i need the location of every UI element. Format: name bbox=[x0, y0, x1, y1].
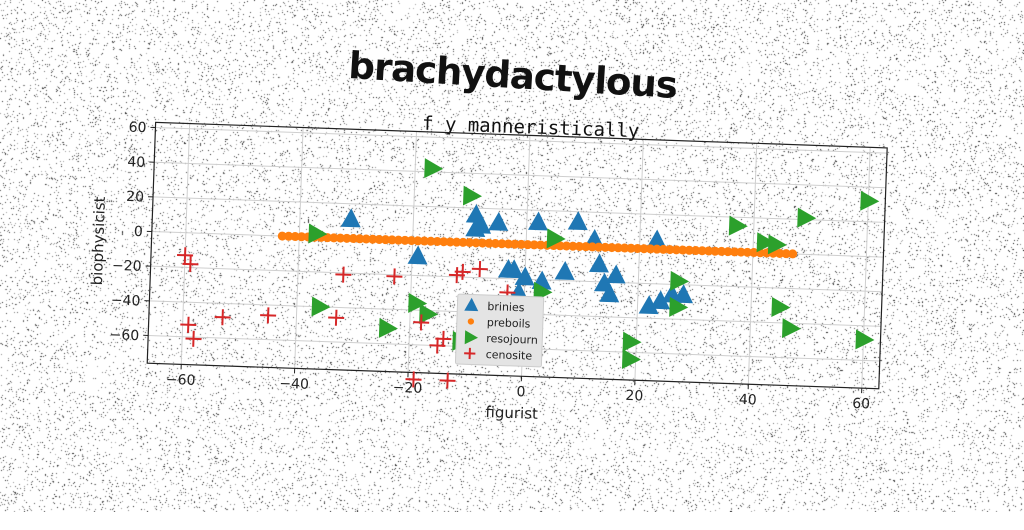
x-tick-label: 20 bbox=[625, 388, 643, 405]
legend-label: cenosite bbox=[486, 348, 533, 363]
x-grid-line bbox=[862, 147, 870, 388]
x-tick-label: −20 bbox=[392, 380, 422, 397]
axis-ticks: −60 −40 −20 0 20 40 60 −60 −40 −20 0 20 40 60 bbox=[108, 119, 879, 412]
data-point bbox=[463, 186, 482, 207]
x-axis-label: figurist bbox=[485, 403, 538, 423]
data-point bbox=[488, 211, 509, 230]
series-preboils bbox=[278, 231, 798, 258]
legend-label: brinies bbox=[487, 300, 525, 314]
data-point bbox=[568, 211, 589, 230]
y-tick-label: 60 bbox=[128, 120, 146, 137]
x-tick-label: 40 bbox=[739, 392, 757, 409]
legend-label: preboils bbox=[487, 316, 531, 331]
plus-v bbox=[394, 268, 395, 284]
data-point bbox=[771, 297, 790, 318]
legend-label: resojourn bbox=[486, 332, 538, 347]
data-point bbox=[589, 253, 610, 272]
y-tick-label: −20 bbox=[112, 258, 142, 275]
plus-v bbox=[480, 261, 481, 277]
plus-v bbox=[462, 264, 463, 280]
y-tick-label: −40 bbox=[111, 292, 141, 309]
x-grid-line bbox=[295, 128, 303, 369]
plus-v bbox=[443, 331, 444, 347]
x-tick-label: −40 bbox=[279, 376, 309, 393]
plus-v bbox=[268, 307, 269, 323]
data-point bbox=[341, 208, 362, 227]
plus-v bbox=[413, 371, 414, 387]
plus-v bbox=[336, 310, 337, 326]
data-point bbox=[729, 216, 748, 237]
plus-v bbox=[343, 267, 344, 283]
plus-v bbox=[222, 309, 223, 325]
data-point bbox=[472, 261, 489, 278]
data-point bbox=[260, 307, 277, 324]
data-point bbox=[214, 309, 231, 326]
data-point bbox=[555, 261, 576, 280]
data-point bbox=[185, 331, 202, 348]
plus-v bbox=[457, 267, 458, 283]
plus-v bbox=[190, 256, 191, 272]
data-point bbox=[797, 208, 816, 229]
data-point bbox=[335, 266, 352, 283]
y-tick-label: 20 bbox=[126, 189, 144, 206]
data-point bbox=[386, 268, 403, 285]
y-tick-label: −60 bbox=[109, 327, 139, 344]
y-grid-line bbox=[153, 197, 885, 223]
plus-v bbox=[193, 331, 194, 347]
plus-v bbox=[447, 373, 448, 389]
x-tick-label: −60 bbox=[166, 372, 196, 389]
plus-v bbox=[421, 314, 422, 330]
y-tick-label: 0 bbox=[134, 224, 143, 240]
data-point bbox=[782, 318, 801, 339]
data-point bbox=[439, 372, 456, 389]
data-point bbox=[623, 332, 642, 353]
data-point bbox=[528, 211, 549, 230]
x-tick-label: 60 bbox=[852, 396, 870, 413]
y-grid-line bbox=[154, 162, 886, 188]
y-tick-label: 40 bbox=[127, 154, 145, 171]
data-point bbox=[379, 318, 398, 339]
data-point bbox=[328, 309, 345, 326]
x-tick-label: 0 bbox=[516, 384, 525, 400]
data-point bbox=[860, 191, 879, 212]
data-point bbox=[424, 158, 443, 179]
data-point bbox=[311, 297, 330, 318]
data-point bbox=[670, 271, 689, 292]
y-axis-label: biophysicist bbox=[88, 196, 109, 286]
x-grid-line bbox=[748, 143, 756, 384]
data-point bbox=[408, 245, 429, 264]
data-point bbox=[606, 264, 627, 283]
plus-v bbox=[437, 338, 438, 354]
plus-v bbox=[188, 317, 189, 333]
plus-v bbox=[185, 247, 186, 263]
data-point bbox=[855, 329, 874, 350]
